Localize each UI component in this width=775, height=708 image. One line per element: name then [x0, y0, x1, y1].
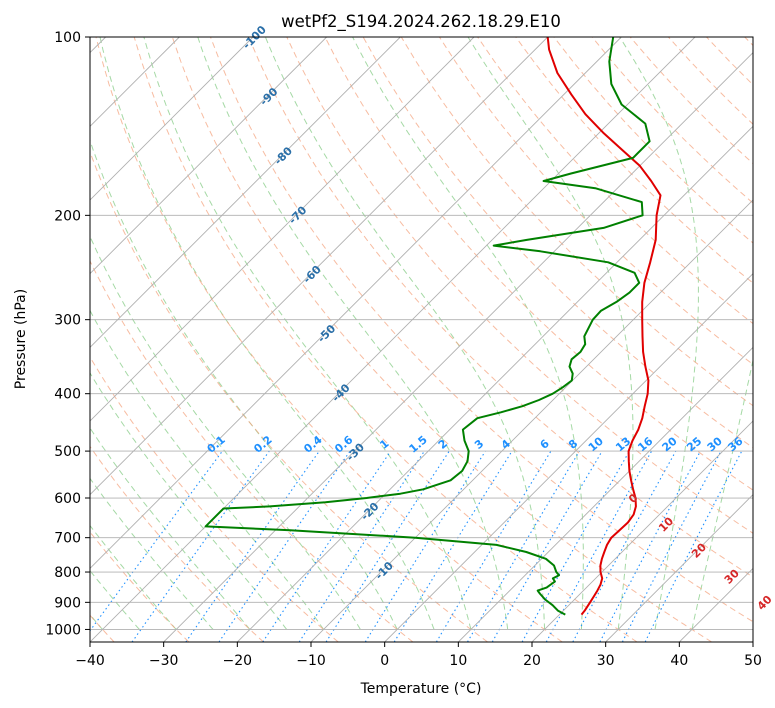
y-tick-label: 300 — [54, 313, 81, 329]
x-tick-label: −40 — [75, 653, 105, 669]
moist-adiabat-line — [264, 37, 546, 630]
isotherm-line — [310, 199, 753, 642]
chart-title: wetPf2_S194.2024.262.18.29.E10 — [281, 12, 561, 32]
mixing-ratio-line — [572, 450, 677, 642]
moist-adiabat-line — [90, 371, 288, 630]
dewpoint-profile-line — [204, 37, 651, 616]
moist-adiabat-line — [99, 37, 435, 630]
x-tick-label: 20 — [523, 653, 541, 669]
y-axis-label: Pressure (hPa) — [13, 289, 29, 389]
x-tick-label: 50 — [744, 653, 762, 669]
y-tick-label: 500 — [54, 444, 81, 460]
mixing-ratio-line — [435, 450, 552, 642]
mixing-ratio-line — [599, 450, 701, 642]
plot-frame — [89, 36, 754, 643]
isotherm-line — [90, 37, 254, 201]
y-tick-label: 900 — [54, 595, 81, 611]
moist-adiabat-line — [197, 37, 509, 630]
profile-series — [204, 37, 662, 616]
axis-ticks: −40 −30 −20 −10 0 10 20 30 40 50 1000 900 800 700 600 5… — [45, 30, 762, 669]
isotherm-line — [531, 420, 753, 642]
y-tick-label: 100 — [54, 30, 81, 46]
isotherm-line — [384, 273, 753, 642]
x-tick-label: −30 — [149, 653, 179, 669]
isotherm-line — [90, 37, 696, 642]
dry-adiabat-line — [95, 37, 563, 642]
isotherm-line — [90, 37, 622, 569]
dry-adiabat-line — [210, 37, 753, 623]
x-tick-label: 10 — [449, 653, 467, 669]
x-axis-label: Temperature (°C) — [360, 681, 482, 697]
moist-adiabat-line — [352, 37, 584, 630]
moist-adiabat-line — [467, 37, 634, 630]
mixing-ratio-line — [364, 450, 486, 642]
isotherm-line — [90, 37, 401, 348]
moist-adiabat-line — [143, 37, 472, 630]
isotherm-line — [90, 37, 475, 422]
dry-adiabat-line — [90, 259, 414, 642]
dry-adiabat-line — [90, 445, 264, 642]
dry-adiabat-line — [286, 37, 753, 534]
moist-adiabat-line — [90, 309, 325, 630]
moist-adiabat-line — [90, 235, 361, 630]
moist-adiabat-line — [90, 138, 398, 630]
grid-lines — [90, 37, 753, 642]
y-tick-label: 800 — [54, 565, 81, 581]
moist-adiabat-line — [691, 357, 753, 630]
isotherm-line — [458, 346, 753, 642]
y-tick-label: 400 — [54, 387, 81, 403]
moist-adiabat-line — [90, 569, 140, 630]
mixing-ratio-line — [467, 450, 580, 642]
moist-adiabat-line — [90, 524, 177, 630]
temperature-profile-line — [546, 37, 662, 616]
dry-adiabat-line — [171, 37, 712, 642]
isotherm-line — [163, 52, 753, 642]
isotherm-line — [90, 37, 548, 496]
x-tick-label: 30 — [597, 653, 615, 669]
y-tick-label: 600 — [54, 491, 81, 507]
isotherm-line — [605, 494, 753, 642]
isotherm-line — [752, 641, 753, 642]
mixing-ratio-line — [262, 450, 392, 642]
plot-area — [90, 37, 753, 642]
dry-adiabat-line — [324, 37, 753, 491]
moist-adiabat-line — [90, 427, 251, 630]
adiabat-label: 40 — [755, 593, 775, 613]
mixing-ratio-line — [185, 450, 320, 642]
dry-adiabat-line — [133, 37, 638, 642]
dry-adiabat-line — [515, 37, 753, 284]
x-tick-label: −20 — [223, 653, 253, 669]
x-tick-label: 40 — [670, 653, 688, 669]
isotherm-line — [237, 125, 753, 642]
mixing-ratio-line — [325, 450, 450, 642]
y-tick-label: 200 — [54, 208, 81, 224]
x-tick-label: 0 — [380, 653, 389, 669]
isotherm-line — [90, 37, 327, 275]
x-tick-label: −10 — [296, 653, 326, 669]
y-tick-label: 700 — [54, 531, 81, 547]
dry-adiabat-line — [248, 37, 753, 578]
mixing-ratio-line — [218, 450, 351, 642]
moist-adiabat-line — [619, 37, 699, 630]
moist-adiabat-line — [90, 477, 214, 630]
moist-adiabats — [90, 37, 753, 630]
y-tick-label: 1000 — [45, 622, 81, 638]
